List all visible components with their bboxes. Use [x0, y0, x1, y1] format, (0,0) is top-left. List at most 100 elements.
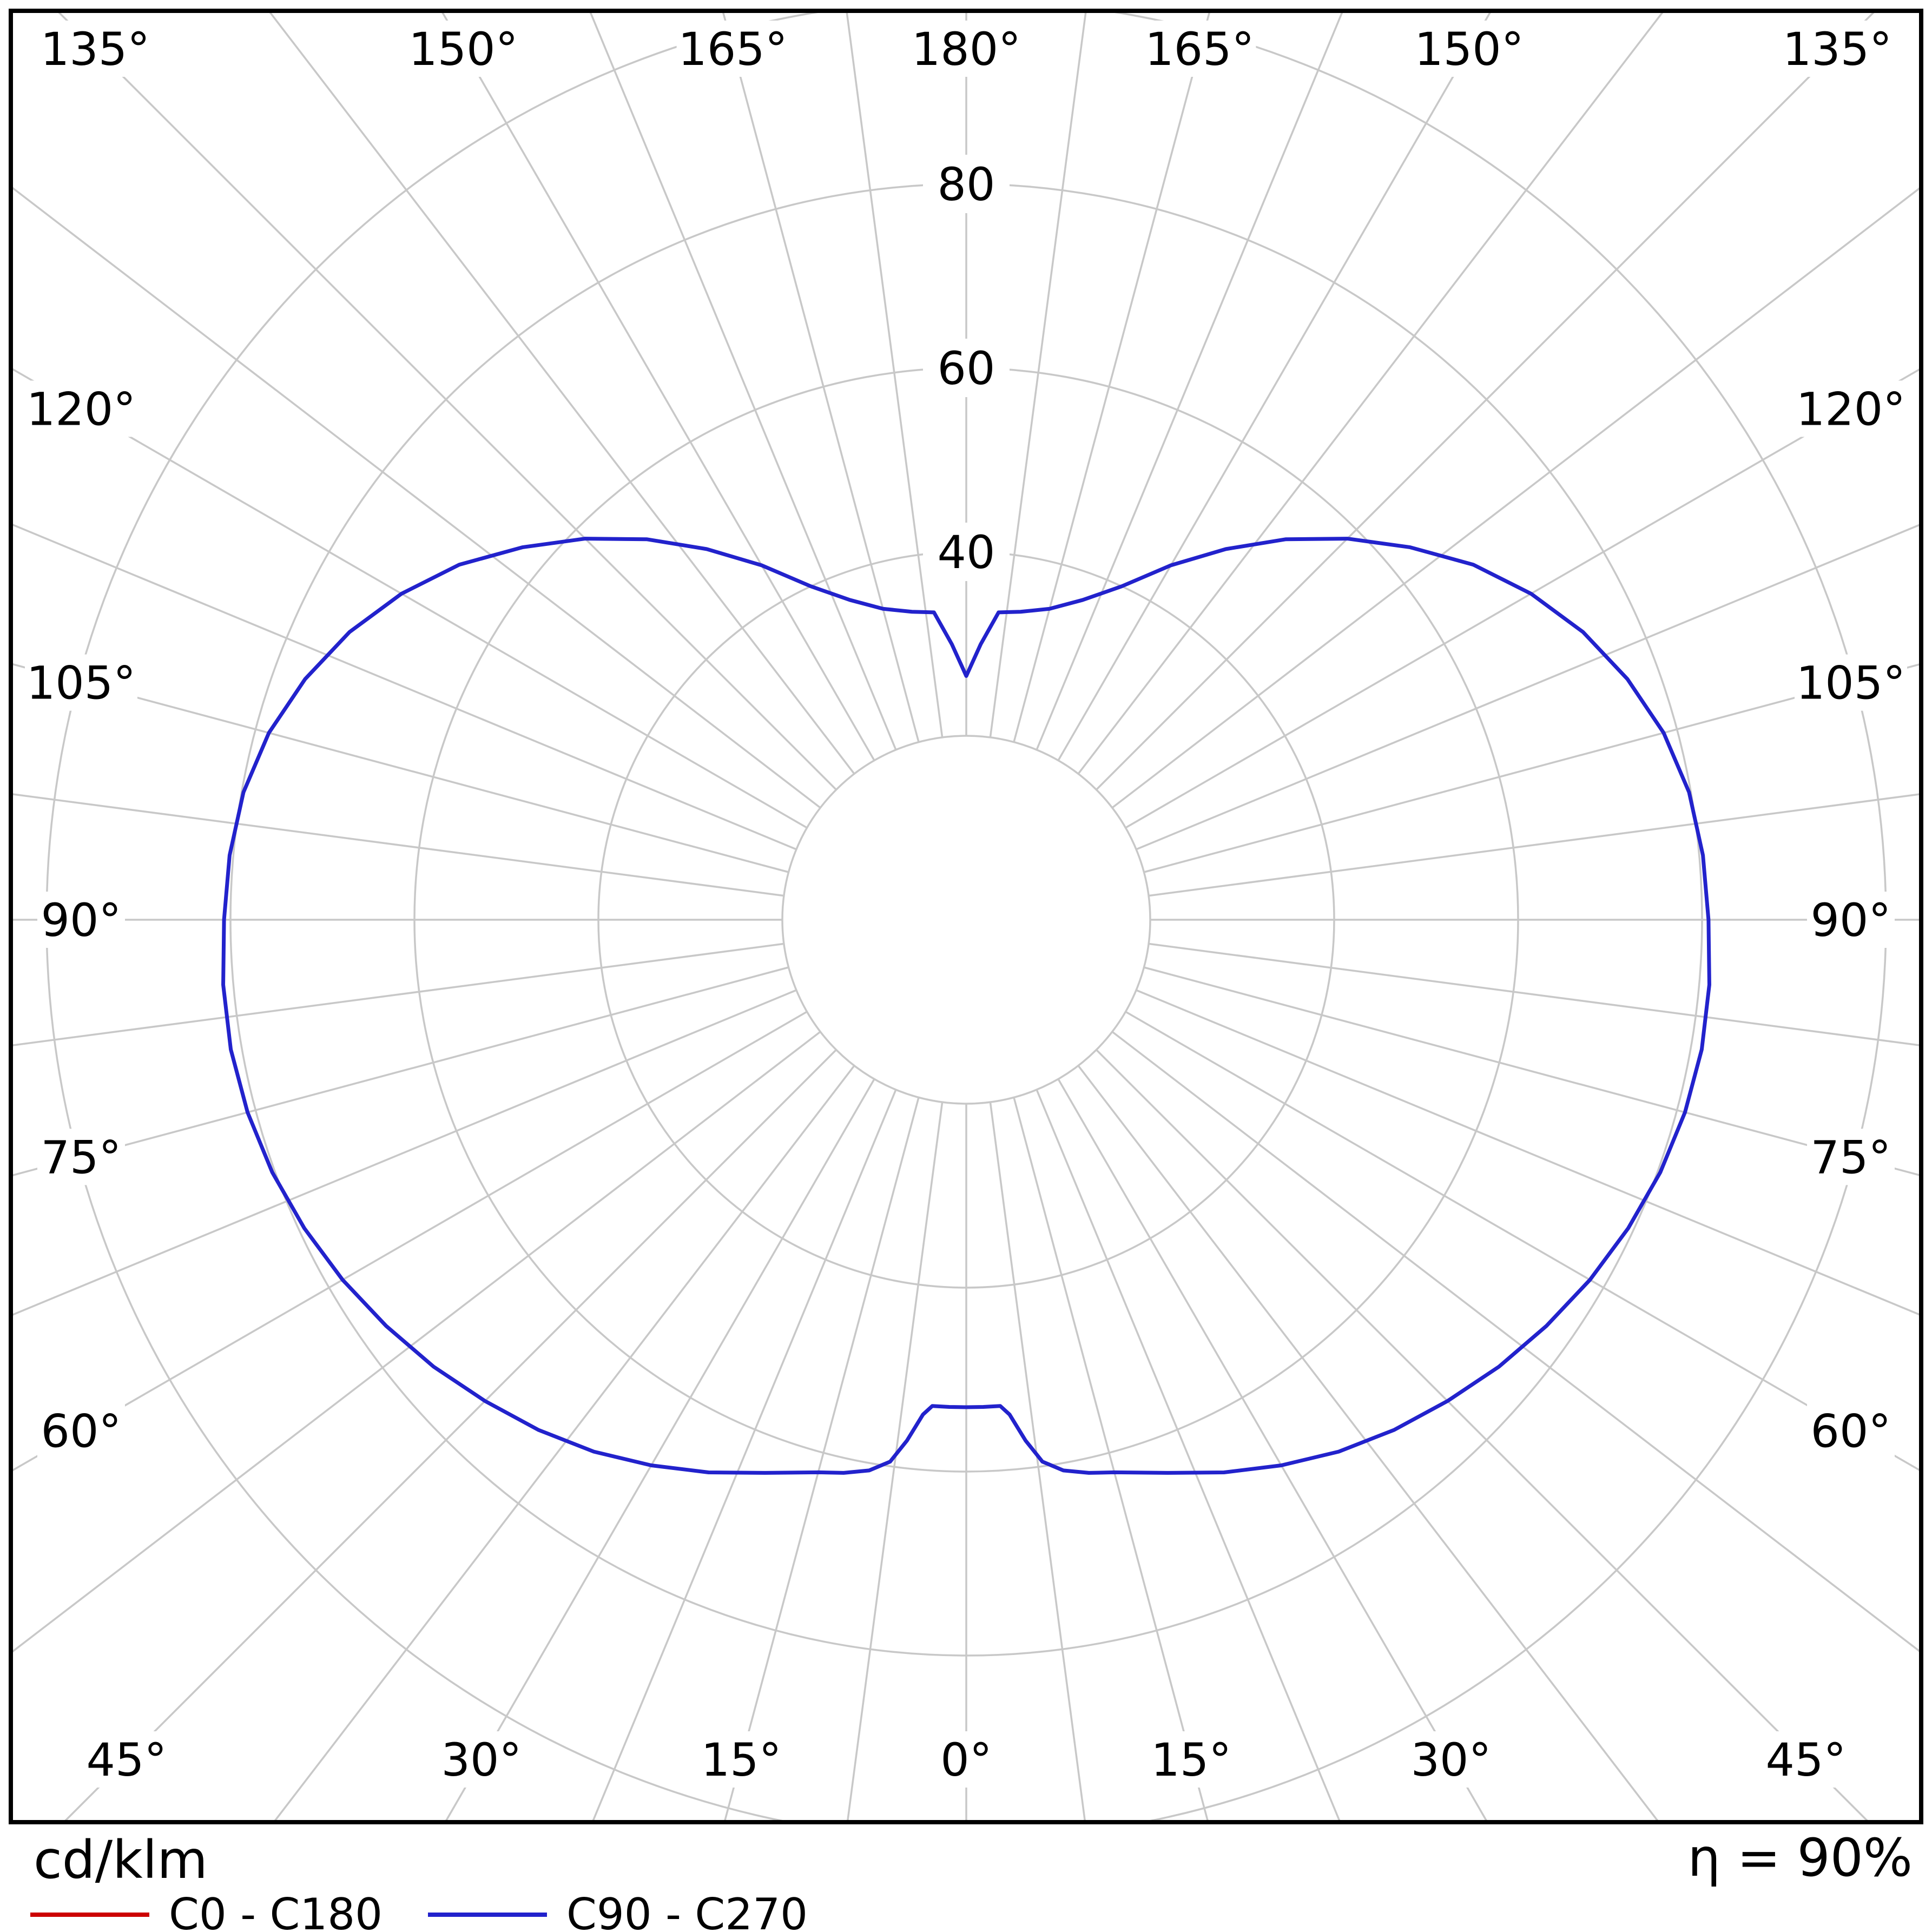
angle-label: 150° — [1414, 23, 1524, 76]
grid-spoke — [13, 368, 808, 829]
grid-spoke — [1148, 793, 1919, 897]
angle-label-mask — [1407, 1731, 1495, 1788]
angle-label-mask — [1147, 1731, 1235, 1788]
radial-tick-label: 80 — [938, 158, 995, 211]
grid-spoke — [13, 989, 797, 1316]
angle-label: 0° — [940, 1733, 992, 1786]
grid-spoke — [441, 13, 875, 761]
grid-spoke — [1136, 524, 1919, 850]
angle-label: 90° — [1811, 894, 1891, 947]
grid-spoke — [1057, 13, 1491, 761]
grid-spoke — [722, 13, 920, 743]
angle-label: 60° — [41, 1405, 122, 1458]
angle-label: 45° — [87, 1733, 167, 1786]
angle-label: 30° — [441, 1733, 522, 1786]
angle-label-mask — [1807, 1129, 1895, 1185]
angle-labels: 135° 150° 165° 180° 165° 150° 135° 120° 105° 90° 7… — [25, 21, 1907, 1788]
grid-spoke — [592, 1089, 897, 1820]
grid-spoke — [1111, 187, 1919, 809]
angle-label-mask — [1795, 380, 1907, 437]
angle-label-mask — [25, 380, 137, 437]
angle-label-mask — [37, 1129, 125, 1185]
grid-spoke — [1013, 13, 1210, 743]
angle-label: 180° — [912, 23, 1021, 76]
grid-spoke — [989, 1102, 1086, 1820]
grid-spoke — [274, 1065, 855, 1820]
angle-label-mask — [407, 21, 520, 77]
grid-spoke — [1111, 1031, 1919, 1652]
plot-border — [9, 9, 1923, 1824]
grid-spoke — [1125, 368, 1919, 829]
grid-spoke — [1143, 663, 1919, 873]
grid-spoke — [13, 942, 784, 1046]
angle-label: 105° — [1796, 657, 1905, 710]
efficiency-label: η = 90% — [1687, 1828, 1913, 1888]
angle-label-mask — [1781, 21, 1894, 77]
angle-label: 105° — [27, 657, 136, 710]
angle-label: 165° — [678, 23, 787, 76]
grid-spoke — [1057, 1078, 1487, 1820]
grid-spoke — [269, 13, 855, 775]
angle-label: 165° — [1145, 23, 1254, 76]
angle-label-mask — [676, 21, 789, 77]
grid-spoke — [1013, 1097, 1209, 1820]
angle-label: 75° — [41, 1131, 122, 1184]
grid-spoke — [1077, 1065, 1659, 1820]
curve-c90-c270 — [221, 537, 1711, 1475]
angle-label-mask — [1807, 1402, 1895, 1459]
units-label: cd/klm — [34, 1830, 208, 1890]
angle-label-mask — [25, 654, 137, 711]
angle-label: 60° — [1811, 1405, 1891, 1458]
grid-spoke — [13, 966, 789, 1176]
grid-spoke — [13, 793, 784, 897]
angle-label-mask — [1762, 1731, 1850, 1788]
angle-label: 135° — [1783, 23, 1892, 76]
angle-label: 120° — [1796, 383, 1905, 436]
radial-label-mask — [923, 523, 1010, 581]
grid-spoke — [1036, 1089, 1341, 1820]
angle-label-mask — [39, 21, 151, 77]
grid-spoke — [1125, 1011, 1919, 1471]
angle-label: 30° — [1411, 1733, 1492, 1786]
grid-spoke — [13, 1011, 808, 1472]
legend-label-c0-c180: C0 - C180 — [169, 1889, 383, 1932]
radial-label-mask — [923, 339, 1010, 397]
grid-spoke — [13, 524, 797, 850]
grid-spoke — [13, 1031, 821, 1653]
angle-label-mask — [1413, 21, 1526, 77]
grid-spoke — [445, 1078, 875, 1820]
angle-label: 45° — [1766, 1733, 1847, 1786]
angle-label-mask — [83, 1731, 170, 1788]
radial-tick-label: 40 — [938, 526, 995, 579]
grid-spoke — [989, 13, 1087, 738]
grid-ring — [781, 735, 1151, 1105]
legend-label-c90-c270: C90 - C270 — [566, 1889, 808, 1932]
angle-label: 150° — [408, 23, 518, 76]
grid-spoke — [1148, 942, 1919, 1046]
legend-line-red — [30, 1912, 149, 1917]
angle-label-mask — [697, 1731, 786, 1788]
grid-spoke — [589, 13, 897, 750]
grid-spoke — [847, 1102, 944, 1820]
radial-tick-label: 60 — [938, 342, 995, 395]
grid-spoke — [1136, 989, 1919, 1316]
legend: C0 - C180 C90 - C270 — [30, 1889, 808, 1932]
angle-label-mask — [1143, 21, 1256, 77]
angle-label-mask — [437, 1731, 525, 1788]
angle-label-mask — [37, 892, 125, 948]
grid-spoke — [13, 187, 821, 809]
angle-label-mask — [1795, 654, 1907, 711]
legend-line-blue — [428, 1912, 548, 1917]
angle-label-mask — [935, 1731, 998, 1788]
grid-spoke — [1036, 13, 1343, 750]
angle-label: 120° — [27, 383, 136, 436]
grid-spoke — [846, 13, 944, 738]
radial-tick-labels: 40 60 80 — [923, 155, 1010, 581]
angle-label-mask — [37, 1402, 125, 1459]
angle-label: 90° — [41, 894, 122, 947]
grid-spoke — [724, 1097, 920, 1820]
angle-label: 75° — [1811, 1131, 1891, 1184]
